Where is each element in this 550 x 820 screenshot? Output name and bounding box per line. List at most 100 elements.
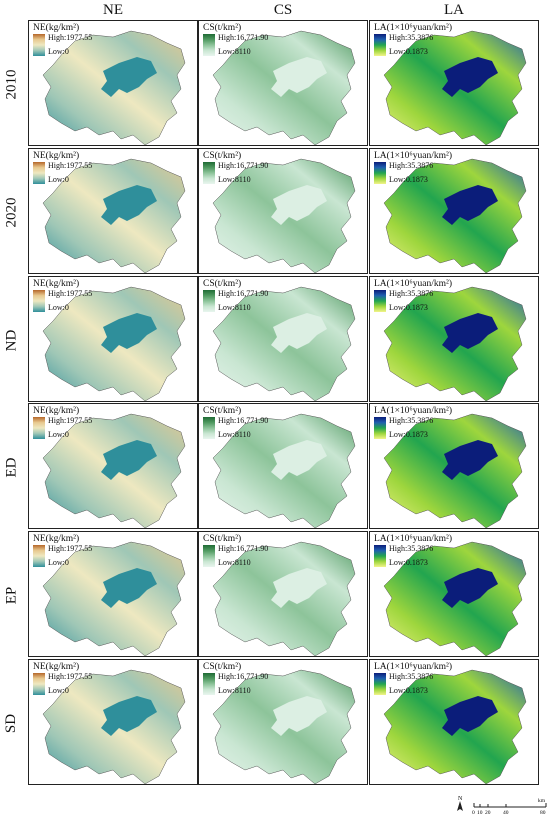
scale-tick-0: 0 xyxy=(472,810,475,815)
region-map xyxy=(212,286,356,401)
map-panel-ne: NE(kg/km²) High:1977.55 Low:0 xyxy=(28,20,198,146)
legend: NE(kg/km²) xyxy=(33,151,79,162)
legend-color-ramp xyxy=(33,545,45,567)
column-header-cs: CS xyxy=(273,2,293,18)
legend-color-ramp xyxy=(374,290,386,312)
legend-title: LA(1×10⁶yuan/km²) xyxy=(374,406,453,416)
legend: NE(kg/km²) xyxy=(33,406,79,417)
legend-high-label: High:1977.55 xyxy=(48,672,93,681)
region-map xyxy=(212,669,356,784)
region-map xyxy=(383,669,527,784)
row-label: SD xyxy=(0,659,24,787)
row-label-text: 2010 xyxy=(3,69,20,99)
region-map xyxy=(383,413,527,528)
legend-low-label: Low:8110 xyxy=(218,303,251,312)
scale-unit: km xyxy=(538,798,546,804)
north-arrow-icon: N 0 10 20 40 80 km xyxy=(457,796,547,816)
legend-high-label: High:16,771.90 xyxy=(218,33,269,42)
legend-high-label: High:35.3876 xyxy=(389,161,434,170)
legend-color-ramp xyxy=(33,673,45,695)
legend-low-label: Low:0.1873 xyxy=(389,686,428,695)
map-panel-la: LA(1×10⁶yuan/km²) High:35.3876 Low:0.1873 xyxy=(369,403,539,529)
legend: LA(1×10⁶yuan/km²) xyxy=(374,406,452,417)
legend-title: LA(1×10⁶yuan/km²) xyxy=(374,534,453,544)
legend-low-label: Low:0 xyxy=(48,430,69,439)
legend-title: LA(1×10⁶yuan/km²) xyxy=(374,279,453,289)
legend: LA(1×10⁶yuan/km²) xyxy=(374,279,452,290)
lake-area xyxy=(442,696,498,736)
legend-high-label: High:1977.55 xyxy=(48,161,93,170)
legend-low-label: Low:8110 xyxy=(218,47,251,56)
legend-low-label: Low:0 xyxy=(48,47,69,56)
region-map xyxy=(212,158,356,273)
legend: NE(kg/km²) xyxy=(33,662,79,673)
lake-area xyxy=(101,568,157,608)
legend-high-label: High:35.3876 xyxy=(389,33,434,42)
lake-area xyxy=(442,313,498,353)
legend: NE(kg/km²) xyxy=(33,23,79,34)
legend-high-label: High:35.3876 xyxy=(389,544,434,553)
legend: CS(t/km²) xyxy=(203,406,241,417)
map-panel-la: LA(1×10⁶yuan/km²) High:35.3876 Low:0.1873 xyxy=(369,20,539,146)
map-panel-ne: NE(kg/km²) High:1977.55 Low:0 xyxy=(28,659,198,785)
legend-high-label: High:16,771.90 xyxy=(218,161,269,170)
row-label: ND xyxy=(0,276,24,404)
legend: LA(1×10⁶yuan/km²) xyxy=(374,151,452,162)
legend-title: NE(kg/km²) xyxy=(33,151,80,161)
legend-high-label: High:35.3876 xyxy=(389,672,434,681)
legend-high-label: High:35.3876 xyxy=(389,289,434,298)
column-header-ne: NE xyxy=(103,2,123,18)
lake-area xyxy=(442,57,498,97)
legend: NE(kg/km²) xyxy=(33,279,79,290)
legend: LA(1×10⁶yuan/km²) xyxy=(374,534,452,545)
legend-color-ramp xyxy=(33,34,45,56)
legend-color-ramp xyxy=(203,673,215,695)
region-map xyxy=(42,413,186,528)
legend-color-ramp xyxy=(203,417,215,439)
row-label-text: ED xyxy=(3,457,20,477)
region-map xyxy=(212,413,356,528)
lake-area xyxy=(101,185,157,225)
legend-low-label: Low:0 xyxy=(48,558,69,567)
legend-title: LA(1×10⁶yuan/km²) xyxy=(374,151,453,161)
legend-title: NE(kg/km²) xyxy=(33,534,80,544)
lake-area xyxy=(101,696,157,736)
legend-title: NE(kg/km²) xyxy=(33,662,80,672)
legend-color-ramp xyxy=(203,545,215,567)
legend: NE(kg/km²) xyxy=(33,534,79,545)
legend-high-label: High:1977.55 xyxy=(48,289,93,298)
legend-low-label: Low:0 xyxy=(48,686,69,695)
legend-high-label: High:16,771.90 xyxy=(218,672,269,681)
lake-area xyxy=(271,57,327,97)
legend-low-label: Low:0 xyxy=(48,175,69,184)
scale-tick-20: 20 xyxy=(485,810,491,815)
legend-color-ramp xyxy=(374,417,386,439)
map-panel-ne: NE(kg/km²) High:1977.55 Low:0 xyxy=(28,148,198,274)
lake-area xyxy=(271,185,327,225)
legend-color-ramp xyxy=(33,417,45,439)
map-panel-cs: CS(t/km²) High:16,771.90 Low:8110 xyxy=(198,148,368,274)
legend-title: CS(t/km²) xyxy=(203,151,242,161)
legend-low-label: Low:0.1873 xyxy=(389,303,428,312)
row-label-text: EP xyxy=(3,586,20,604)
legend-title: NE(kg/km²) xyxy=(33,406,80,416)
map-panel-cs: CS(t/km²) High:16,771.90 Low:8110 xyxy=(198,403,368,529)
row-label-text: ND xyxy=(3,329,20,351)
column-header-la: LA xyxy=(444,2,464,18)
legend: CS(t/km²) xyxy=(203,151,241,162)
legend: CS(t/km²) xyxy=(203,23,241,34)
legend-low-label: Low:0.1873 xyxy=(389,47,428,56)
row-label-text: 2020 xyxy=(3,197,20,227)
legend: CS(t/km²) xyxy=(203,279,241,290)
region-map xyxy=(383,541,527,656)
scale-tick-80: 80 xyxy=(540,810,546,815)
legend-high-label: High:1977.55 xyxy=(48,544,93,553)
legend: CS(t/km²) xyxy=(203,534,241,545)
legend: LA(1×10⁶yuan/km²) xyxy=(374,23,452,34)
legend-color-ramp xyxy=(374,673,386,695)
legend-high-label: High:35.3876 xyxy=(389,416,434,425)
region-map xyxy=(383,286,527,401)
region-map xyxy=(212,541,356,656)
legend-high-label: High:16,771.90 xyxy=(218,289,269,298)
legend-high-label: High:16,771.90 xyxy=(218,416,269,425)
